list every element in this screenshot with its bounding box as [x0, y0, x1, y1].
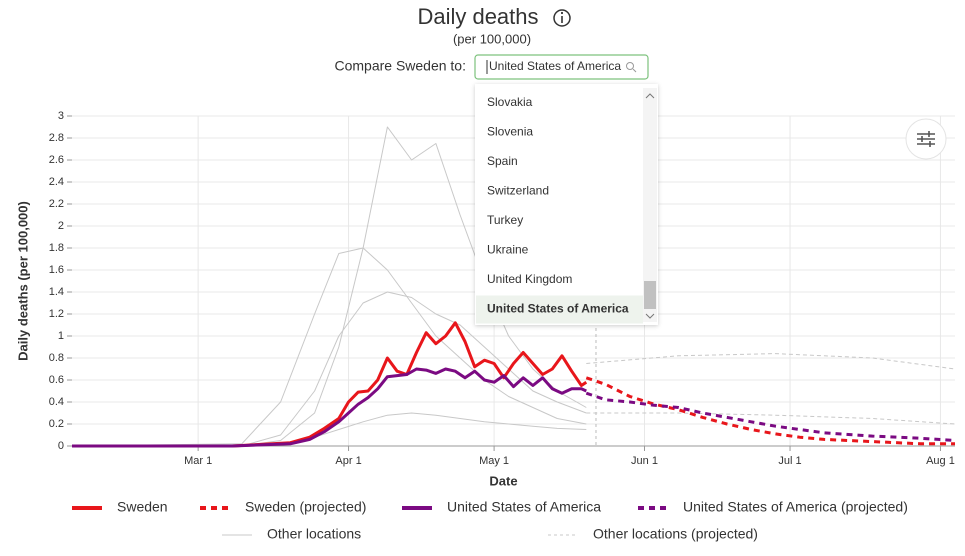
- legend-label[interactable]: Other locations: [267, 526, 361, 542]
- y-tick-label: 2.2: [49, 198, 64, 210]
- y-tick-label: 1.2: [49, 308, 64, 320]
- dropdown-option[interactable]: Ukraine: [487, 243, 529, 257]
- legend-label[interactable]: United States of America (projected): [683, 499, 908, 515]
- scrollbar-track[interactable]: [643, 88, 657, 322]
- legend-label[interactable]: United States of America: [447, 499, 601, 515]
- x-tick-label: Jul 1: [778, 455, 801, 467]
- search-input[interactable]: [474, 54, 649, 80]
- series-line: [71, 247, 587, 447]
- search-box[interactable]: United States of America: [474, 54, 649, 80]
- x-tick-label: Apr 1: [335, 455, 361, 467]
- series-line: [585, 391, 956, 442]
- dropdown-option[interactable]: Spain: [487, 154, 518, 168]
- y-tick-label: 2.8: [49, 132, 64, 144]
- dropdown-option[interactable]: Turkey: [487, 213, 523, 227]
- overlay: United States of America Slovakia Sloveni…: [474, 54, 947, 325]
- dropdown: Slovakia Slovenia Spain Switzerland Turkey Uk…: [475, 84, 658, 325]
- x-tick-label: Mar 1: [184, 455, 212, 467]
- series-line: [72, 291, 587, 447]
- series-line: [72, 321, 588, 448]
- search-icon: [626, 62, 634, 70]
- dropdown-panel: [475, 84, 658, 325]
- y-tick-label: 2: [58, 220, 64, 232]
- series-line: [586, 353, 956, 370]
- dropdown-option[interactable]: United States of America: [487, 302, 629, 316]
- scroll-down[interactable]: [645, 313, 655, 319]
- y-tick-label: 1.8: [49, 242, 64, 254]
- dropdown-option[interactable]: United Kingdom: [487, 272, 572, 286]
- compare-label: Compare Sweden to:: [334, 58, 466, 74]
- x-tick-label: Aug 1: [926, 455, 955, 467]
- search-icon-handle: [632, 68, 637, 73]
- dropdown-option[interactable]: Slovenia: [487, 125, 533, 139]
- dropdown-option[interactable]: Slovakia: [487, 95, 533, 109]
- y-tick-label: 3: [58, 110, 64, 122]
- series-line: [586, 412, 956, 425]
- x-tick-label: May 1: [479, 455, 509, 467]
- dropdown-option[interactable]: Switzerland: [487, 184, 549, 198]
- y-tick-label: 2.6: [49, 154, 64, 166]
- info-circle[interactable]: [553, 9, 571, 27]
- info-icon[interactable]: [553, 9, 571, 27]
- legend: Sweden Sweden (projected) United States of…: [72, 499, 908, 542]
- y-axis-label: Daily deaths (per 100,000): [15, 201, 30, 361]
- chart-title: Daily deaths: [417, 4, 538, 29]
- info-dot[interactable]: [560, 11, 564, 15]
- settings-button[interactable]: [905, 118, 947, 160]
- chart-subtitle: (per 100,000): [453, 31, 531, 46]
- y-tick-label: 1.4: [49, 286, 64, 298]
- y-tick-label: 1: [58, 330, 64, 342]
- search-value[interactable]: United States of America: [489, 59, 621, 73]
- legend-label[interactable]: Other locations (projected): [593, 526, 758, 542]
- legend-label[interactable]: Sweden: [117, 499, 168, 515]
- y-tick-label: 0.4: [49, 396, 64, 408]
- x-axis-label: Date: [489, 473, 517, 488]
- scrollbar-thumb[interactable]: [644, 281, 656, 309]
- series-line: [72, 367, 587, 448]
- series-line: [72, 126, 587, 447]
- y-tick-label: 0.6: [49, 374, 64, 386]
- y-tick-label: 1.6: [49, 264, 64, 276]
- legend-label[interactable]: Sweden (projected): [245, 499, 366, 515]
- y-tick-label: 0: [58, 440, 64, 452]
- y-tick-label: 0.8: [49, 352, 64, 364]
- x-tick-label: Jun 1: [631, 455, 658, 467]
- option-highlight[interactable]: [476, 295, 643, 324]
- scroll-up[interactable]: [645, 93, 655, 99]
- y-tick-label: 2.4: [49, 176, 64, 188]
- series-line: [585, 376, 955, 446]
- y-tick-label: 0.2: [49, 418, 64, 430]
